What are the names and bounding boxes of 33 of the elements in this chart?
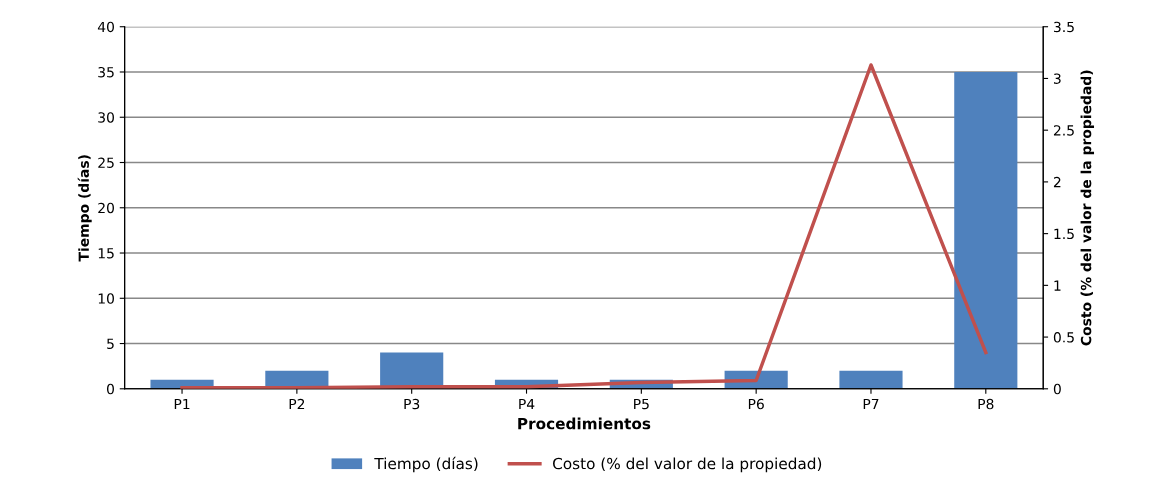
y2-tick-label: 1.5 (1054, 228, 1074, 240)
y-tick-label: 30 (98, 112, 114, 123)
y-tick-label: 35 (98, 66, 114, 78)
y-tick-label: 0 (106, 383, 114, 395)
y-axis-title: Tiempo (días) (77, 155, 92, 262)
y2-tick-label: 1 (1054, 280, 1061, 291)
y2-tick-label: 3.5 (1054, 21, 1074, 33)
x-tick-label: P1 (174, 398, 190, 410)
y-tick-label: 25 (98, 157, 114, 168)
line-series (180, 63, 988, 389)
y-tick-label: 10 (98, 293, 114, 304)
x-tick-label: P2 (289, 398, 305, 410)
x-tick-label: P8 (978, 398, 994, 410)
x-tick-label: P7 (863, 398, 879, 410)
y2-axis-title: Costo (% del valor de la propiedad) (1080, 70, 1095, 346)
y2-tick-label: 3 (1054, 73, 1061, 84)
y2-tick-label: 0.5 (1053, 332, 1074, 343)
legend-label: Costo (% del valor de la propiedad) (553, 457, 822, 473)
x-tick-label: P5 (634, 398, 649, 410)
y-tick-label: 15 (98, 248, 114, 259)
bar (954, 71, 1018, 389)
y-tick-label: 5 (107, 338, 114, 350)
y2-tick-label: 0 (1053, 383, 1061, 395)
y2-tick-label: 2 (1053, 176, 1061, 188)
x-tick-label: P4 (519, 398, 535, 410)
bar (839, 370, 903, 389)
legend-label: Tiempo (días) (374, 456, 478, 473)
y2-tick-label: 2.5 (1053, 125, 1074, 136)
x-tick-label: P6 (748, 398, 764, 410)
x-tick-label: P3 (404, 398, 420, 410)
y-tick-label: 40 (97, 21, 114, 33)
x-axis-title: Procedimientos (518, 417, 651, 430)
y-tick-label: 20 (98, 202, 114, 214)
